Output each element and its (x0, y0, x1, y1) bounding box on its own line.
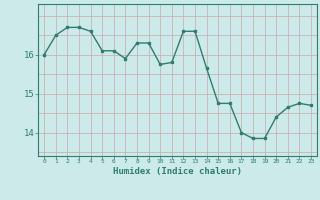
X-axis label: Humidex (Indice chaleur): Humidex (Indice chaleur) (113, 167, 242, 176)
